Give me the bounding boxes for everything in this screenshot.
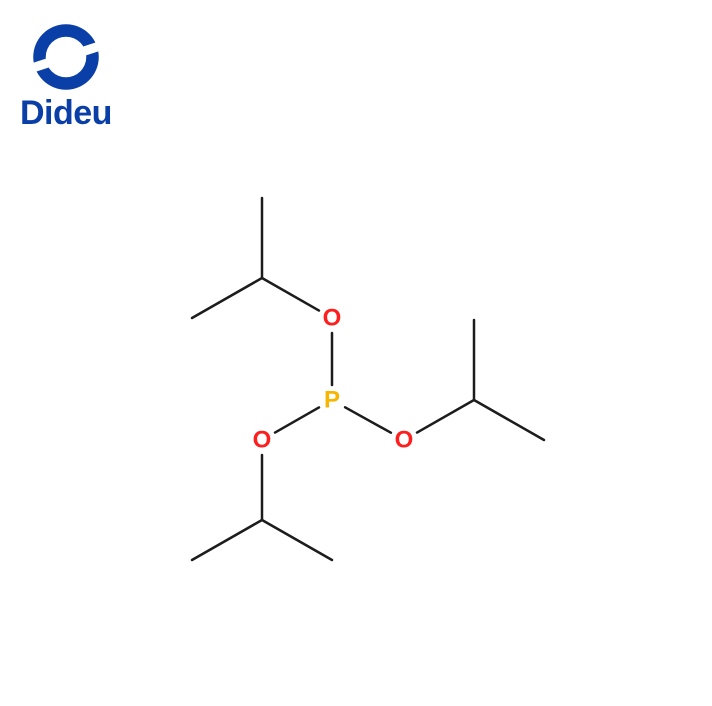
atom-label-o: O <box>323 305 342 332</box>
bond <box>192 520 262 560</box>
atom-label-o: O <box>253 427 272 454</box>
bond <box>262 278 319 311</box>
atom-label-p: P <box>324 387 340 414</box>
bond <box>275 407 319 432</box>
atom-label-o: O <box>395 427 414 454</box>
molecule-diagram: P O O O <box>0 0 712 706</box>
bond <box>474 400 544 440</box>
bond <box>192 278 262 318</box>
bond <box>262 520 332 560</box>
bond <box>345 407 391 432</box>
bond <box>417 400 474 433</box>
